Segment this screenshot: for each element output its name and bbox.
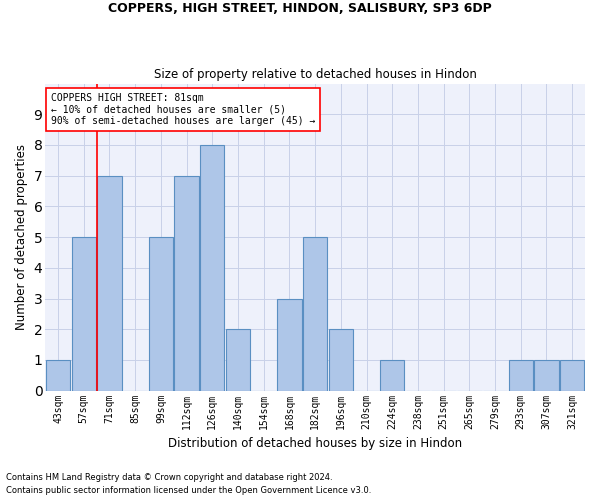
Bar <box>560 360 584 390</box>
Bar <box>329 329 353 390</box>
Text: Contains public sector information licensed under the Open Government Licence v3: Contains public sector information licen… <box>6 486 371 495</box>
Bar <box>380 360 404 390</box>
Bar <box>200 145 224 390</box>
Bar <box>46 360 70 390</box>
Bar <box>303 237 328 390</box>
Y-axis label: Number of detached properties: Number of detached properties <box>15 144 28 330</box>
Text: COPPERS HIGH STREET: 81sqm
← 10% of detached houses are smaller (5)
90% of semi-: COPPERS HIGH STREET: 81sqm ← 10% of deta… <box>50 93 315 126</box>
X-axis label: Distribution of detached houses by size in Hindon: Distribution of detached houses by size … <box>168 437 462 450</box>
Bar <box>226 329 250 390</box>
Bar <box>175 176 199 390</box>
Title: Size of property relative to detached houses in Hindon: Size of property relative to detached ho… <box>154 68 476 81</box>
Bar <box>277 298 302 390</box>
Bar <box>509 360 533 390</box>
Bar <box>149 237 173 390</box>
Text: COPPERS, HIGH STREET, HINDON, SALISBURY, SP3 6DP: COPPERS, HIGH STREET, HINDON, SALISBURY,… <box>108 2 492 16</box>
Bar <box>97 176 122 390</box>
Bar <box>534 360 559 390</box>
Text: Contains HM Land Registry data © Crown copyright and database right 2024.: Contains HM Land Registry data © Crown c… <box>6 474 332 482</box>
Bar <box>71 237 96 390</box>
